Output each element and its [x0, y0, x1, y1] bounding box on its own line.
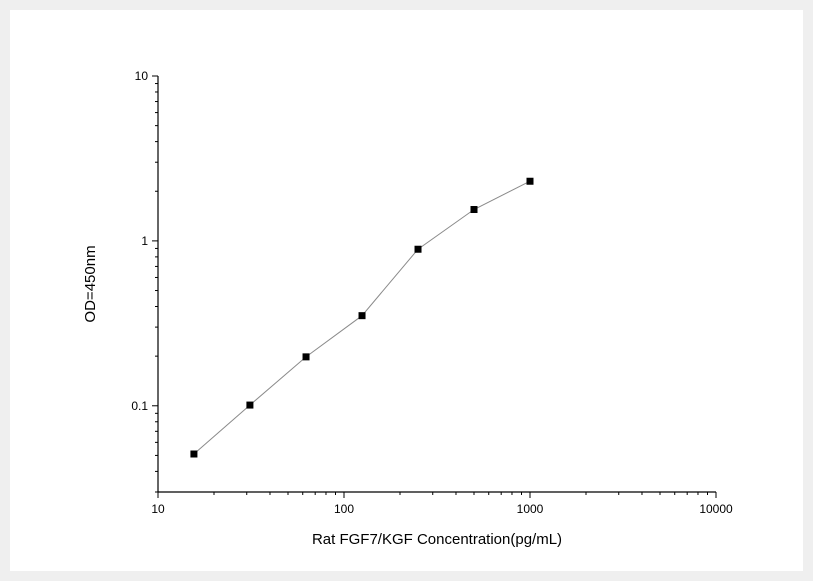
data-point-marker	[414, 245, 422, 253]
tick-labels: 10 100 1000 10000 0.1 1 10	[131, 69, 733, 516]
data-point-marker	[246, 401, 254, 409]
x-tick-label: 100	[334, 502, 354, 516]
data-point-marker	[302, 353, 310, 361]
chart: 10 100 1000 10000 0.1 1 10 Rat FGF7/KGF Concen…	[82, 69, 733, 548]
y-tick-label: 10	[135, 69, 149, 83]
data-point-marker	[190, 450, 198, 458]
ticks	[152, 75, 717, 498]
axes	[157, 76, 716, 493]
data-point-marker	[470, 206, 478, 214]
data-point-marker	[526, 177, 534, 185]
chart-frame: 10 100 1000 10000 0.1 1 10 Rat FGF7/KGF Concen…	[10, 10, 803, 571]
y-tick-label: 1	[141, 234, 148, 248]
y-axis-title: OD=450nm	[82, 245, 99, 322]
x-tick-label: 10000	[699, 502, 733, 516]
x-axis-title: Rat FGF7/KGF Concentration(pg/mL)	[312, 531, 562, 548]
series-layer	[190, 177, 534, 458]
x-tick-label: 1000	[517, 502, 544, 516]
x-tick-label: 10	[151, 502, 165, 516]
data-point-marker	[358, 312, 366, 320]
y-tick-label: 0.1	[131, 399, 148, 413]
